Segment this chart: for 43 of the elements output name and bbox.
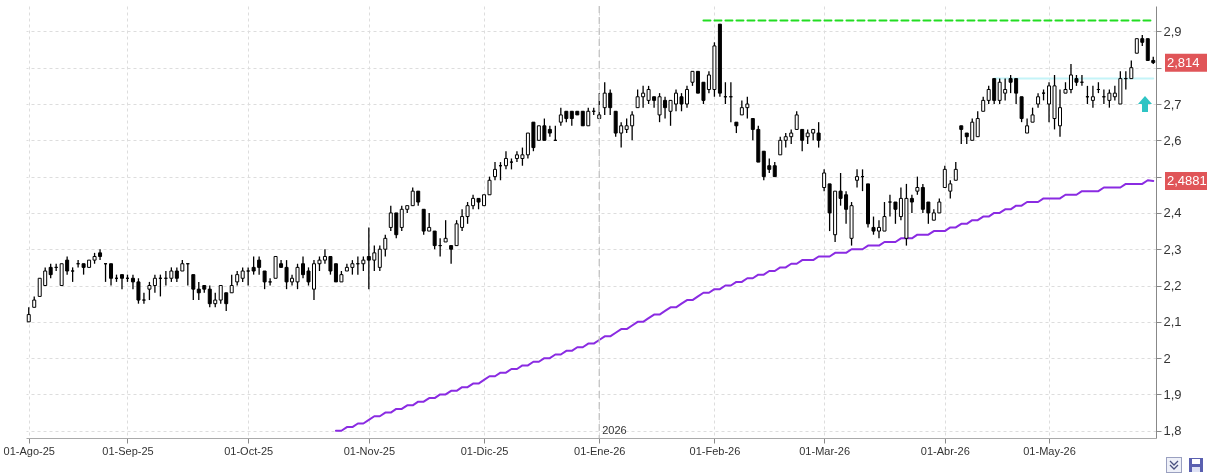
candlestick xyxy=(1090,85,1095,109)
x-tick-label: 01-Sep-25 xyxy=(102,444,154,457)
y-tick-label: 2,9 xyxy=(1163,23,1182,39)
y-tick-label: 1,8 xyxy=(1163,423,1182,439)
x-tick-label: 01-Mar-26 xyxy=(799,444,851,457)
candlestick xyxy=(855,168,860,189)
candlestick xyxy=(887,194,892,218)
x-tick-label: 01-Ene-26 xyxy=(574,444,626,457)
candlestick xyxy=(268,277,273,287)
candlestick xyxy=(975,110,980,138)
line-series xyxy=(334,179,1155,432)
candlestick xyxy=(432,230,437,250)
ref-line-label: 2026 xyxy=(602,424,627,436)
candlestick xyxy=(229,273,234,294)
y-tick-label: 2,6 xyxy=(1163,132,1182,148)
y-tick-label: 2,2 xyxy=(1163,278,1182,294)
x-tick-label: 01-May-26 xyxy=(1023,444,1076,457)
y-tick-label: 2,4 xyxy=(1163,205,1182,221)
candlestick xyxy=(1019,96,1024,123)
candlestick xyxy=(443,219,448,243)
candlestick xyxy=(262,270,267,290)
text: 2,814 xyxy=(1167,54,1200,70)
candlestick xyxy=(503,150,508,171)
x-tick-label: 01-Feb-26 xyxy=(689,444,741,457)
y-tick-label: 2,3 xyxy=(1163,241,1182,257)
y-tick-label: 1,9 xyxy=(1163,386,1182,402)
candlestick xyxy=(959,125,964,145)
x-tick-label: 01-Dic-25 xyxy=(460,444,509,457)
y-tick-label: 2,7 xyxy=(1163,96,1182,112)
candlestick xyxy=(953,161,958,181)
x-tick-label: 01-Ago-25 xyxy=(3,444,55,457)
y-tick-label: 2 xyxy=(1163,350,1171,366)
x-tick-label: 01-Abr-26 xyxy=(920,444,970,457)
y-tick-label: 2,1 xyxy=(1163,314,1182,330)
candlestick xyxy=(778,136,783,156)
data-label: 2,4881 xyxy=(1167,172,1207,188)
x-tick-label: 01-Nov-25 xyxy=(343,444,396,457)
candlestick xyxy=(191,273,196,301)
candlestick xyxy=(1129,59,1134,80)
x-tick-label: 01-Oct-25 xyxy=(224,444,274,457)
candlestick xyxy=(493,161,497,181)
candlestick xyxy=(120,273,124,290)
candlestick xyxy=(109,263,114,287)
